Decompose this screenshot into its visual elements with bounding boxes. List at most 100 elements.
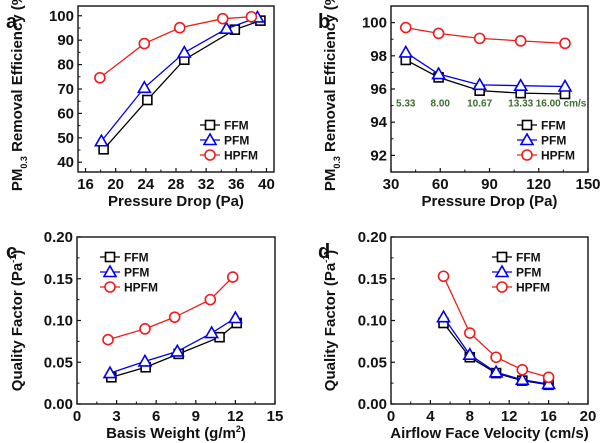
x-tick-label: 9 [192,408,200,425]
y-tick-label: 40 [57,154,74,171]
plot-frame [390,236,589,405]
series-pfm [93,9,265,147]
legend-label: PFM [124,266,149,280]
series-hpfm [437,270,555,384]
data-point [463,327,476,339]
legend-label: FFM [516,251,541,265]
x-tick-label: 8 [466,408,474,425]
x-tick-label: 4 [426,408,435,425]
x-axis-title: Pressure Drop (Pa) [422,193,558,210]
data-point [94,71,106,84]
x-tick-label: 15 [267,408,284,425]
y-axis-title: Quality Factor (Pa-1) [321,250,339,391]
data-point [431,66,446,80]
y-tick-label: 80 [57,57,74,74]
data-point [139,323,151,335]
legend-label: FFM [224,119,249,133]
y-axis-title-end: ) [322,250,339,255]
y-axis-title-main: Quality Factor (Pa [9,262,26,391]
x-tick-label: 3 [112,408,120,425]
panel-label: d [318,241,330,263]
data-point [168,311,181,323]
legend-marker [104,251,116,263]
velocity-annotation: 13.33 [508,98,533,109]
data-point [138,37,151,50]
y-tick-label: 96 [370,81,387,98]
y-tick-label: 0.20 [358,229,387,246]
legend-label: PFM [541,134,566,148]
legend-label: FFM [541,119,566,133]
legend-marker [102,264,118,278]
y-axis-title-sub: 0.3 [332,156,342,169]
x-tick-label: 150 [575,176,600,193]
data-point [204,325,220,339]
data-point [136,80,152,94]
legend-marker [494,264,510,278]
panel-b: b 30 60 90 120 150 92 94 96 98 100 Pressure Drop (P… [318,0,600,210]
data-point [219,21,234,35]
legend-marker [521,119,533,131]
data-point [137,353,153,367]
data-point [169,343,185,357]
x-axis-title-end: ) [241,425,246,442]
x-tick-label: 32 [198,176,215,193]
data-point [142,94,153,106]
series-line [405,51,566,88]
y-tick-label: 0.00 [44,396,73,413]
y-axis-title-sub: 0.3 [19,156,29,169]
y-axis-title-end: Removal Efficiency (%) [9,0,26,156]
x-tick-label: 0 [387,408,395,425]
data-point [473,32,486,45]
data-point [542,371,555,384]
y-axis-title: PM0.3 Removal Efficiency (%) [322,0,342,191]
series-pfm [436,309,556,390]
x-axis-title: Pressure Drop (Pa) [108,193,244,210]
data-point [245,10,258,23]
velocity-annotation: 16.00 cm/s [536,98,587,109]
y-axis-title-end: ) [9,250,26,255]
legend-label: HPFM [124,281,158,295]
panel-a: a 16 20 24 28 32 36 40 40 50 60 70 80 90 100 Pressure D… [6,0,275,210]
panel-label: c [6,241,17,263]
series-pfm [102,310,243,379]
y-axis-title-sup: -1 [321,255,331,263]
data-point [490,351,502,364]
y-tick-label: 90 [57,32,74,49]
velocity-annotation: 5.33 [396,98,416,109]
y-tick-label: 100 [49,8,74,25]
data-point [514,372,530,386]
y-tick-label: 100 [362,15,387,32]
y-tick-label: 94 [370,114,387,131]
x-tick-label: 20 [107,176,124,193]
x-axis-title-sup: 2 [236,424,241,434]
legend-marker [521,149,533,161]
x-tick-label: 12 [501,408,518,425]
data-point [557,78,573,92]
legend-label: PFM [224,134,249,148]
data-point [102,365,118,379]
panel-d: d 0 4 8 12 16 20 0.00 0.05 0.10 0.15 0.20 Airflow Fa… [318,229,596,442]
x-tick-label: 28 [168,176,185,193]
x-tick-label: 24 [138,176,155,193]
y-tick-label: 0.05 [44,354,73,371]
x-tick-label: 60 [432,176,449,193]
legend-label: HPFM [516,281,550,295]
y-tick-label: 0.20 [44,229,73,246]
data-point [472,77,488,91]
data-point [488,364,504,378]
x-axis-title-main: Basis Weight (g/m [106,425,236,442]
y-axis-title: PM0.3 Removal Efficiency (%) [9,0,29,191]
panel-c: c 0 3 6 9 12 15 0.00 0.05 0.10 0.15 0.20 Basis Weigh… [6,229,283,442]
data-point [399,21,412,34]
y-axis-title-end: Removal Efficiency (%) [322,0,339,156]
x-tick-label: 40 [258,176,275,193]
data-point [513,78,529,91]
data-point [216,12,229,25]
legend-marker [496,281,508,293]
x-tick-label: 0 [73,408,81,425]
x-tick-label: 30 [383,176,400,193]
